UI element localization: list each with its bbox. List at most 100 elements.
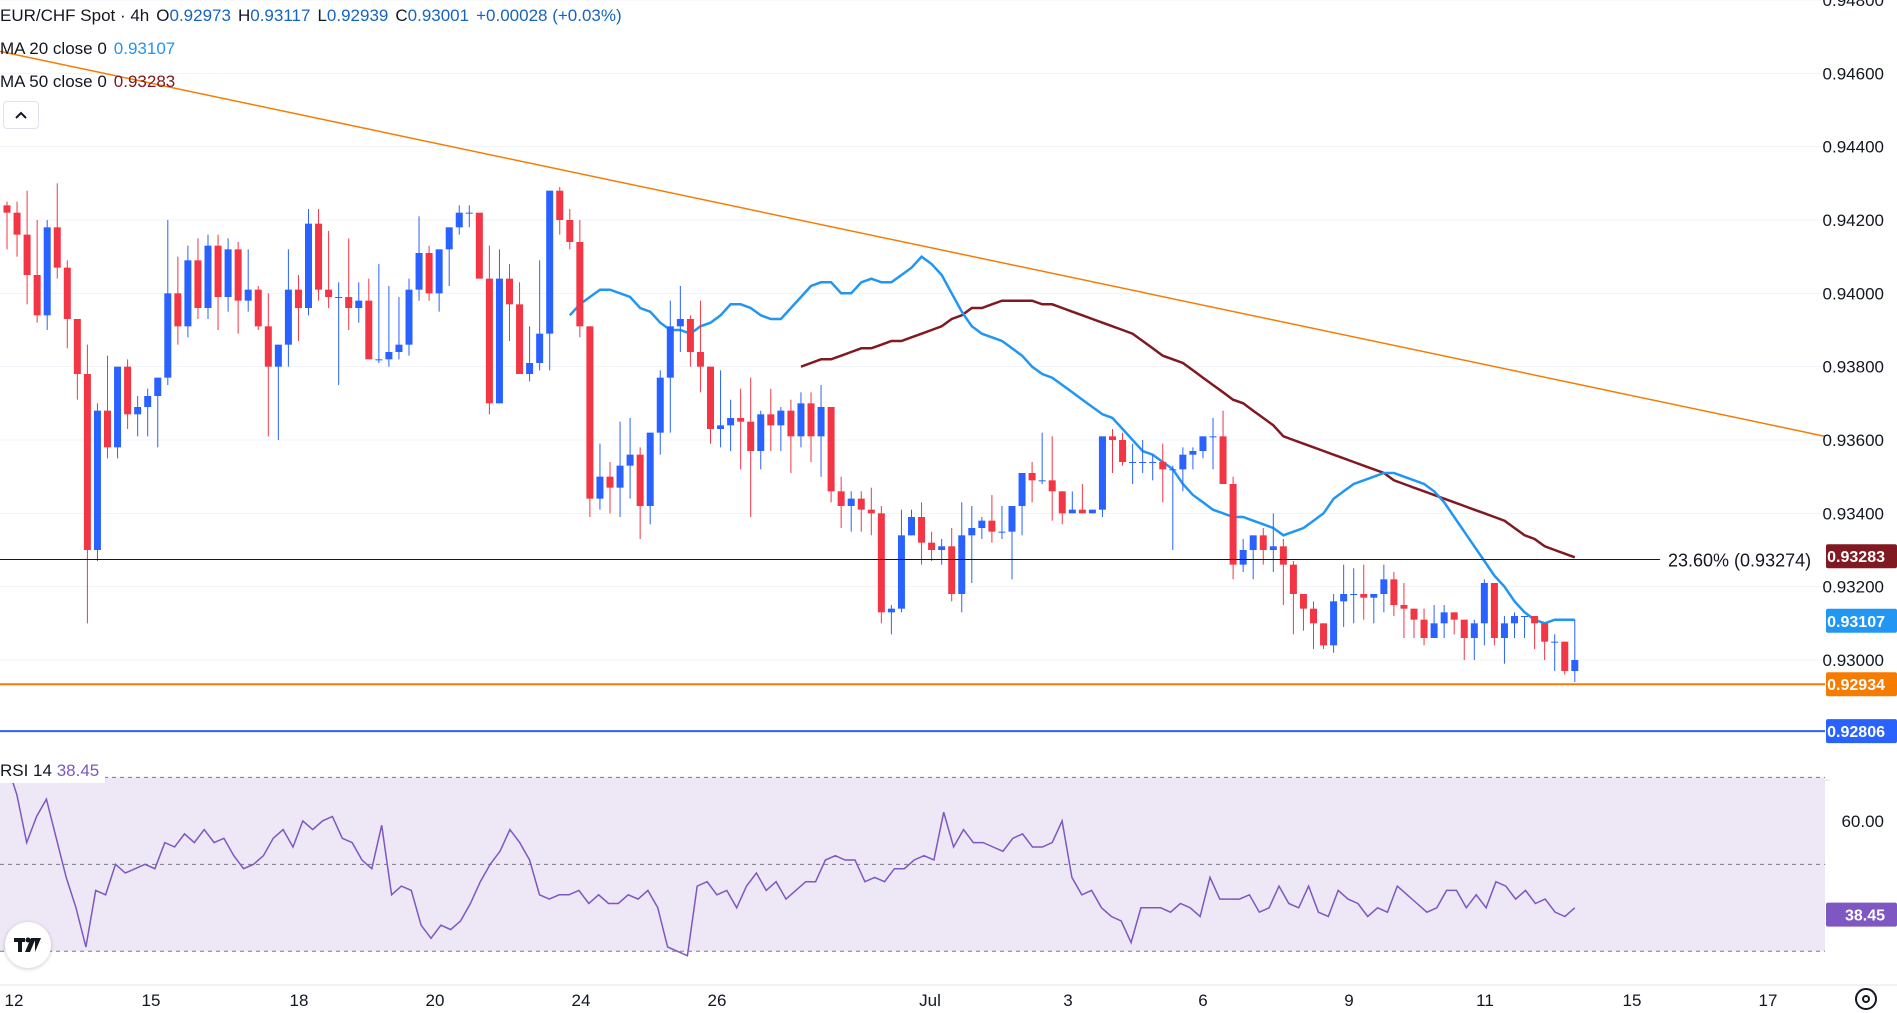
ma20-label: MA 20 close 0 <box>0 39 107 58</box>
candle-body <box>777 410 785 426</box>
candle-body <box>546 190 554 334</box>
candle-body <box>1249 535 1257 550</box>
tradingview-logo-icon[interactable] <box>5 922 51 968</box>
price-tag-label: 0.93107 <box>1827 614 1885 631</box>
candle-body <box>887 608 895 613</box>
candle-body <box>33 275 41 316</box>
candle-body <box>405 289 413 345</box>
candle <box>686 315 694 367</box>
candle <box>194 238 202 319</box>
candle <box>1420 608 1428 646</box>
rsi-axis-tick-label: 60.00 <box>1841 812 1884 831</box>
candle-body <box>83 374 91 550</box>
price-tag-label: 0.92806 <box>1827 724 1885 741</box>
candle <box>1310 601 1317 649</box>
candle <box>556 187 564 235</box>
candle-body <box>3 205 11 213</box>
fibonacci-level: 23.60% (0.93274) <box>0 551 1811 571</box>
candle <box>717 370 725 448</box>
candle <box>1541 623 1549 660</box>
ma50-legend[interactable]: MA 50 close 0 0.93283 <box>0 72 182 92</box>
candle-body <box>315 223 323 290</box>
rsi-legend[interactable]: RSI 14 38.45 <box>0 759 106 783</box>
tv-mark-icon <box>14 937 41 952</box>
candle <box>1460 619 1468 660</box>
rsi-value-tag-box <box>1826 902 1897 927</box>
candle <box>164 220 172 385</box>
candle <box>918 502 926 565</box>
price-tag: 0.93107 <box>1826 608 1897 633</box>
candle <box>1299 594 1307 631</box>
price-axis[interactable]: 0.94800 0.94600 0.94400 0.94200 0.94000 0.938… <box>1823 0 1884 670</box>
candle-body <box>435 249 443 294</box>
ma20-legend[interactable]: MA 20 close 0 0.93107 <box>0 39 182 59</box>
candle <box>928 531 936 561</box>
candle <box>83 344 91 624</box>
candle <box>325 231 333 308</box>
candle-body <box>365 300 373 360</box>
candle <box>887 605 895 635</box>
candle <box>335 282 343 385</box>
candle-body <box>1541 623 1549 642</box>
candle-body <box>1199 436 1207 451</box>
candle-body <box>455 212 463 228</box>
candle-body <box>1189 451 1197 455</box>
candle-body <box>616 465 624 488</box>
price-axis-tick-label: 0.93600 <box>1823 431 1884 450</box>
candle-body <box>958 535 966 594</box>
low-value: 0.92939 <box>326 6 389 25</box>
candle <box>1551 634 1559 671</box>
price-axis-tick-label: 0.94200 <box>1823 211 1884 230</box>
candle <box>425 245 433 301</box>
candle-body <box>63 267 71 319</box>
candle <box>114 366 122 459</box>
candle-body <box>1159 462 1167 470</box>
candle-body <box>385 352 393 360</box>
candle-body <box>747 421 755 451</box>
candle-body <box>1310 608 1317 624</box>
candle <box>1480 579 1488 646</box>
candle <box>1048 436 1056 521</box>
ma50-label: MA 50 close 0 <box>0 72 107 91</box>
settings-gear-icon[interactable] <box>1855 988 1877 1010</box>
time-axis-tick-label: 18 <box>290 991 309 1010</box>
candle <box>1400 583 1408 638</box>
candle <box>435 249 443 312</box>
rsi-value: 38.45 <box>56 761 100 780</box>
candle-body <box>1259 535 1267 550</box>
candle <box>968 506 976 583</box>
candle-body <box>1551 641 1559 643</box>
price-axis-tick-label: 0.93400 <box>1823 504 1884 523</box>
symbol-title[interactable]: EUR/CHF Spot · 4h <box>0 6 150 25</box>
candle-body <box>676 319 684 327</box>
candle-body <box>1320 623 1328 646</box>
candle-body <box>897 535 905 609</box>
candle <box>375 264 383 363</box>
candle-body <box>495 278 503 404</box>
candle <box>485 245 493 415</box>
collapse-legend-button[interactable] <box>3 101 39 129</box>
candle-body <box>224 249 232 297</box>
candle <box>174 256 182 345</box>
candle <box>1370 594 1378 624</box>
time-axis-tick-label: 3 <box>1063 991 1072 1010</box>
candle <box>315 209 323 301</box>
candle <box>958 502 966 613</box>
candle <box>214 234 222 330</box>
candle <box>355 282 363 323</box>
candle-body <box>827 407 835 492</box>
candle <box>1410 608 1418 638</box>
candle-body <box>23 234 31 275</box>
candle <box>1521 616 1529 638</box>
candle <box>1018 473 1026 536</box>
close-label: C <box>395 6 408 25</box>
candle <box>847 491 855 532</box>
candle <box>144 388 152 437</box>
fibonacci-label: 23.60% (0.93274) <box>1668 551 1811 571</box>
candle <box>1159 443 1167 503</box>
candle <box>626 418 634 499</box>
candle <box>1450 612 1458 635</box>
time-axis[interactable]: 12 15 18 20 24 26 Jul 3 6 9 11 15 17 <box>0 984 1897 1010</box>
rsi-pane: 60.00 38.45 <box>0 764 1897 957</box>
